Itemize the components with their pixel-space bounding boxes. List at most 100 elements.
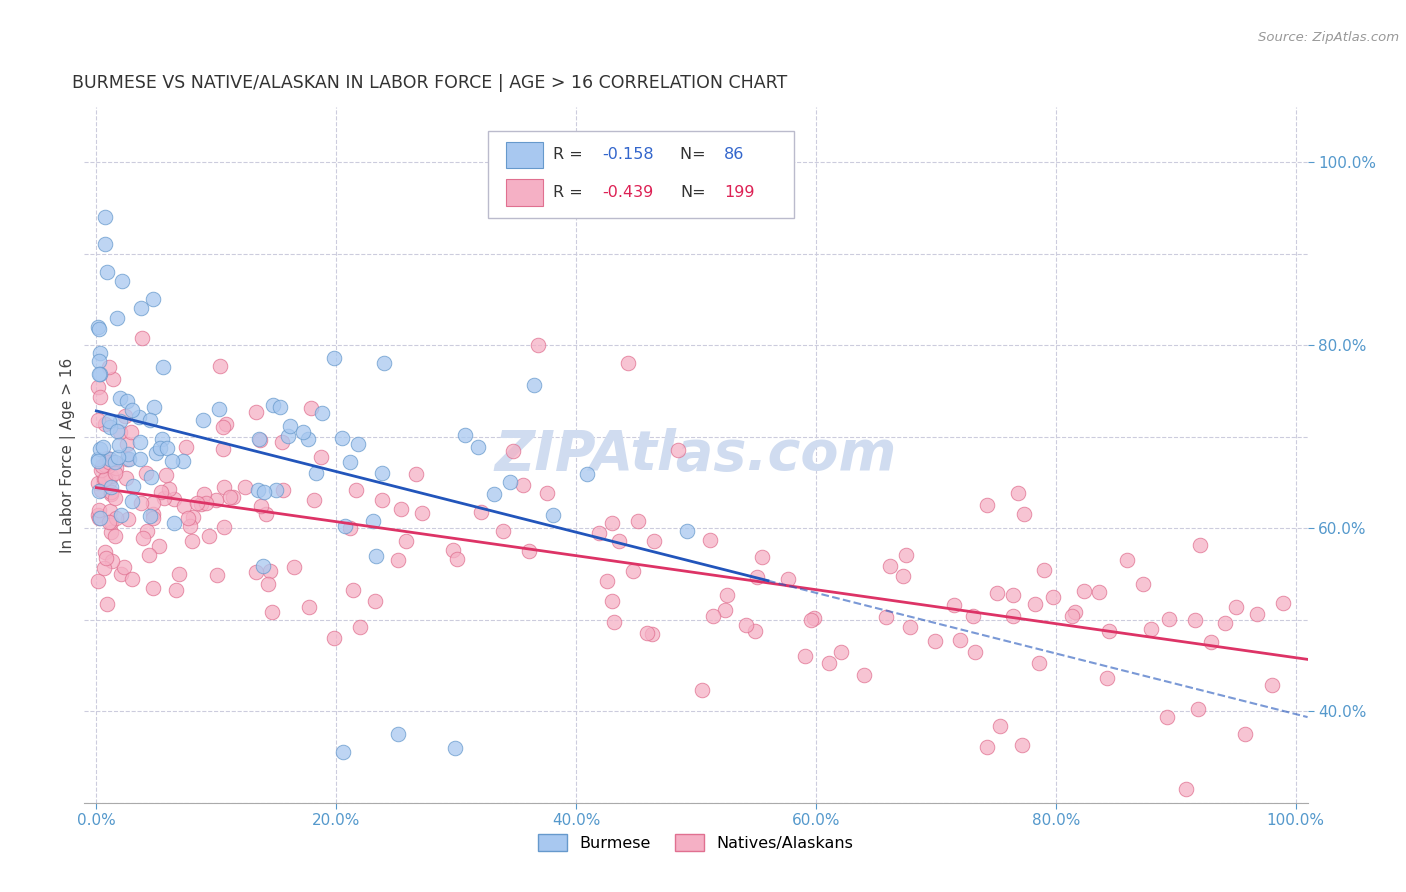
Point [97, 359, 120, 374]
Point [1233, 727, 1256, 741]
Point [91, 458, 114, 473]
Point [245, 405, 267, 419]
Point [342, 582, 364, 597]
Point [311, 406, 333, 420]
Point [233, 480, 256, 494]
Point [249, 434, 271, 448]
Point [129, 496, 152, 510]
Point [1011, 738, 1033, 752]
Point [603, 615, 626, 629]
Point [252, 559, 274, 574]
Point [699, 533, 721, 547]
Point [193, 487, 215, 501]
Point [98, 516, 121, 530]
Point [194, 496, 217, 510]
Point [735, 617, 758, 632]
Point [607, 534, 630, 549]
Point [627, 515, 650, 529]
Point [121, 493, 143, 508]
Point [107, 450, 129, 464]
Text: BURMESE VS NATIVE/ALASKAN IN LABOR FORCE | AGE > 16 CORRELATION CHART: BURMESE VS NATIVE/ALASKAN IN LABOR FORCE… [72, 74, 787, 92]
Point [962, 609, 984, 624]
Text: 86: 86 [724, 147, 745, 162]
Point [898, 620, 921, 634]
Point [1042, 590, 1064, 604]
FancyBboxPatch shape [488, 131, 794, 219]
Point [100, 515, 122, 529]
Point [800, 613, 823, 627]
Point [259, 564, 281, 578]
Point [387, 727, 409, 741]
Point [100, 469, 122, 483]
Point [177, 510, 200, 524]
Point [186, 496, 208, 510]
Point [523, 377, 546, 392]
Point [292, 425, 315, 439]
Point [1184, 613, 1206, 627]
Point [1174, 782, 1197, 797]
Point [891, 569, 914, 583]
Point [986, 586, 1008, 600]
Text: Source: ZipAtlas.com: Source: ZipAtlas.com [1258, 31, 1399, 45]
Point [150, 432, 173, 446]
Point [1012, 507, 1035, 521]
Point [1002, 588, 1025, 602]
Bar [506, 142, 543, 168]
Point [1272, 595, 1295, 609]
Point [120, 425, 142, 439]
Point [1187, 702, 1209, 716]
Point [387, 553, 409, 567]
Point [470, 505, 492, 519]
Point [150, 484, 173, 499]
Point [323, 351, 346, 365]
Legend: Burmese, Natives/Alaskans: Burmese, Natives/Alaskans [531, 828, 860, 857]
Point [142, 511, 165, 525]
Point [250, 500, 273, 514]
Point [747, 570, 769, 584]
Point [299, 401, 322, 416]
Point [108, 425, 131, 439]
Point [91, 440, 114, 454]
Point [499, 475, 522, 489]
Point [256, 576, 278, 591]
Point [86, 454, 108, 468]
Point [1261, 678, 1284, 692]
Point [621, 564, 644, 578]
Point [617, 356, 640, 370]
Point [588, 526, 610, 541]
Point [298, 600, 321, 615]
Point [879, 559, 901, 574]
Point [803, 611, 825, 625]
Point [98, 452, 121, 467]
Point [208, 402, 231, 417]
Point [1213, 616, 1236, 631]
Point [492, 524, 515, 538]
Point [105, 511, 128, 525]
Point [142, 496, 165, 510]
Point [111, 274, 134, 288]
Point [875, 610, 897, 624]
Point [277, 428, 299, 442]
Point [212, 480, 235, 494]
Text: -0.439: -0.439 [602, 185, 652, 200]
Point [149, 442, 172, 456]
Point [89, 322, 111, 336]
Point [636, 626, 658, 640]
Point [105, 424, 128, 438]
Point [212, 442, 235, 457]
Point [641, 627, 664, 641]
Text: R =: R = [553, 147, 588, 162]
Point [253, 485, 276, 500]
Point [93, 417, 115, 431]
Point [86, 319, 108, 334]
Text: N=: N= [681, 147, 711, 162]
Point [87, 503, 110, 517]
Point [247, 432, 270, 446]
Point [1157, 612, 1180, 626]
Point [90, 463, 112, 477]
Point [148, 539, 170, 553]
Point [269, 401, 291, 415]
Point [446, 551, 468, 566]
Point [108, 438, 131, 452]
Point [96, 265, 118, 279]
